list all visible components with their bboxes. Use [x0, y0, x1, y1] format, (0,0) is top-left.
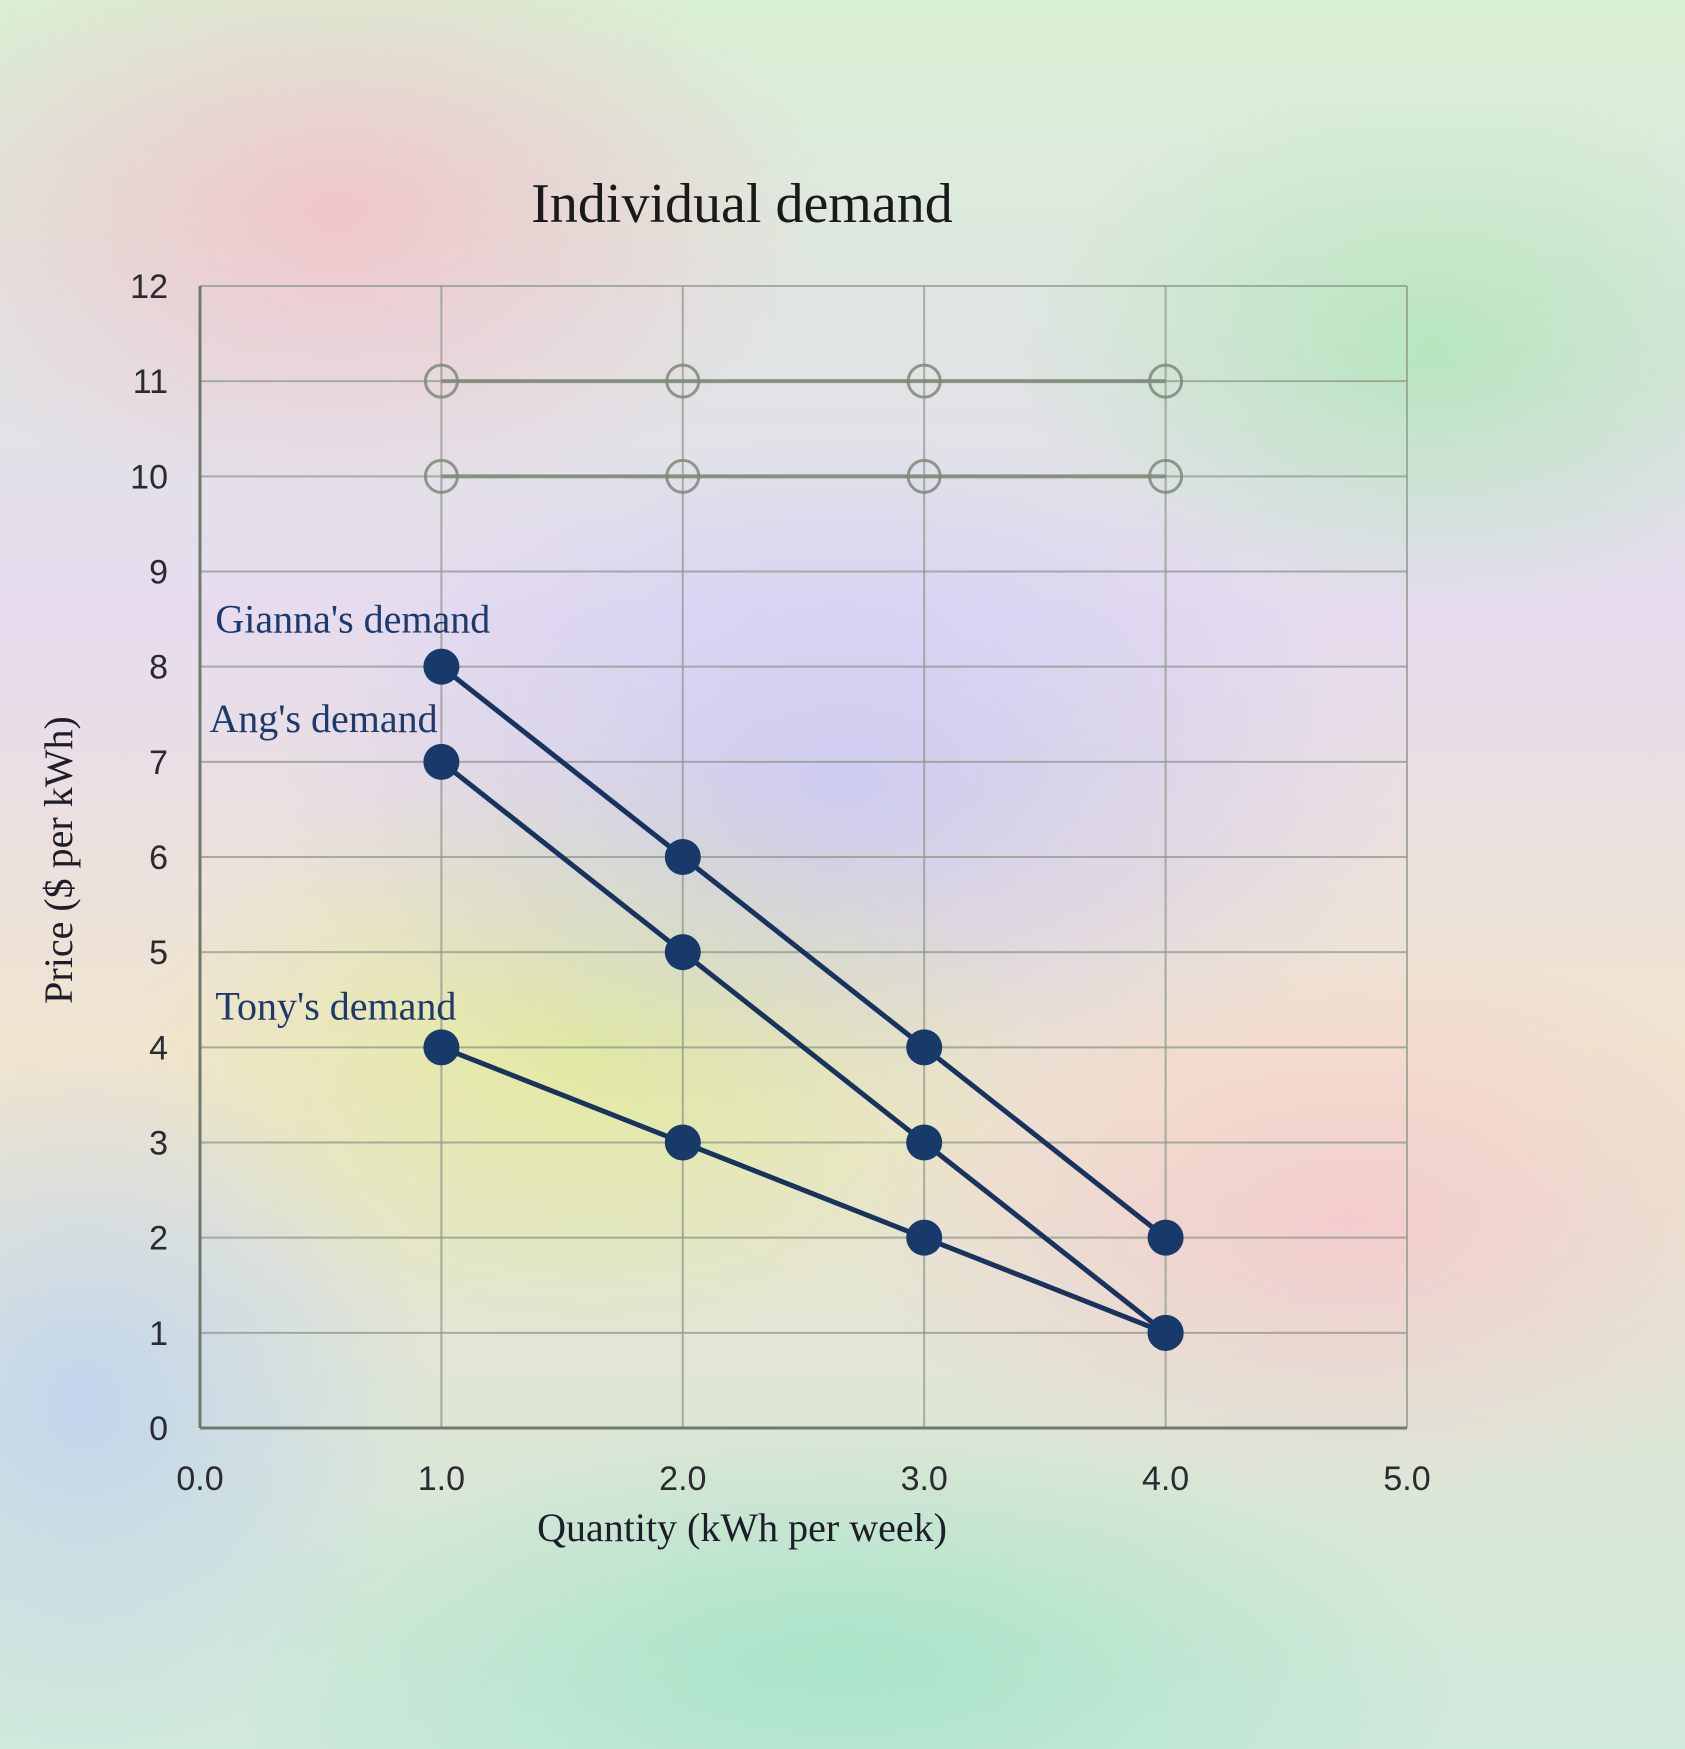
reference-point: [423, 458, 459, 494]
series-label: Tony's demand: [215, 983, 456, 1028]
series-line: [439, 759, 1168, 1335]
reference-point: [423, 363, 459, 399]
x-tick-label: 4.0: [1142, 1460, 1189, 1498]
series-point: [1147, 1314, 1184, 1351]
y-tick-label: 7: [149, 744, 168, 782]
y-tick-label: 3: [149, 1125, 168, 1163]
series-point: [906, 1124, 943, 1161]
series-label: Gianna's demand: [215, 597, 490, 642]
series-point: [423, 648, 460, 685]
x-axis-label: Quantity (kWh per week): [537, 1505, 947, 1550]
y-tick-label: 1: [149, 1315, 168, 1353]
series-labels: Gianna's demand Ang's demand Tony's demand: [209, 597, 490, 1029]
series-point: [664, 934, 701, 971]
y-tick-label: 5: [149, 934, 168, 972]
y-axis-label: Price ($ per kWh): [36, 716, 81, 1004]
series-label: Ang's demand: [209, 696, 437, 741]
x-tick-label: 2.0: [659, 1460, 706, 1498]
y-tick-label: 11: [133, 363, 168, 401]
y-tick-label: 8: [149, 649, 168, 687]
series-line: [439, 664, 1168, 1240]
series-point: [906, 1219, 943, 1256]
reference-point: [1148, 458, 1184, 494]
y-tick-label: 9: [149, 554, 168, 592]
y-tick-label: 10: [130, 458, 168, 496]
x-tick-label: 0.0: [176, 1460, 223, 1498]
series-line: [440, 1045, 1167, 1336]
x-tick-label: 5.0: [1383, 1460, 1430, 1498]
reference-point: [665, 363, 701, 399]
demand-series: [423, 648, 1184, 1351]
x-tick-label: 1.0: [418, 1460, 465, 1498]
series-point: [664, 1124, 701, 1161]
y-tick-label: 6: [149, 839, 168, 877]
y-tick-label: 12: [130, 268, 168, 306]
reference-lines: [423, 363, 1184, 494]
series-point: [423, 743, 460, 780]
series-point: [1147, 1219, 1184, 1256]
y-tick-label: 4: [149, 1029, 168, 1067]
reference-point: [1148, 363, 1184, 399]
grid: [199, 285, 1408, 1429]
series-point: [423, 1029, 460, 1066]
y-tick-label: 2: [149, 1220, 168, 1258]
series-point: [906, 1029, 943, 1066]
chart-title: Individual demand: [531, 173, 952, 235]
reference-point: [906, 363, 942, 399]
series-point: [664, 839, 701, 875]
y-tick-label: 0: [149, 1410, 168, 1448]
reference-point: [906, 458, 942, 494]
x-tick-label: 3.0: [901, 1460, 948, 1498]
reference-point: [665, 458, 701, 494]
